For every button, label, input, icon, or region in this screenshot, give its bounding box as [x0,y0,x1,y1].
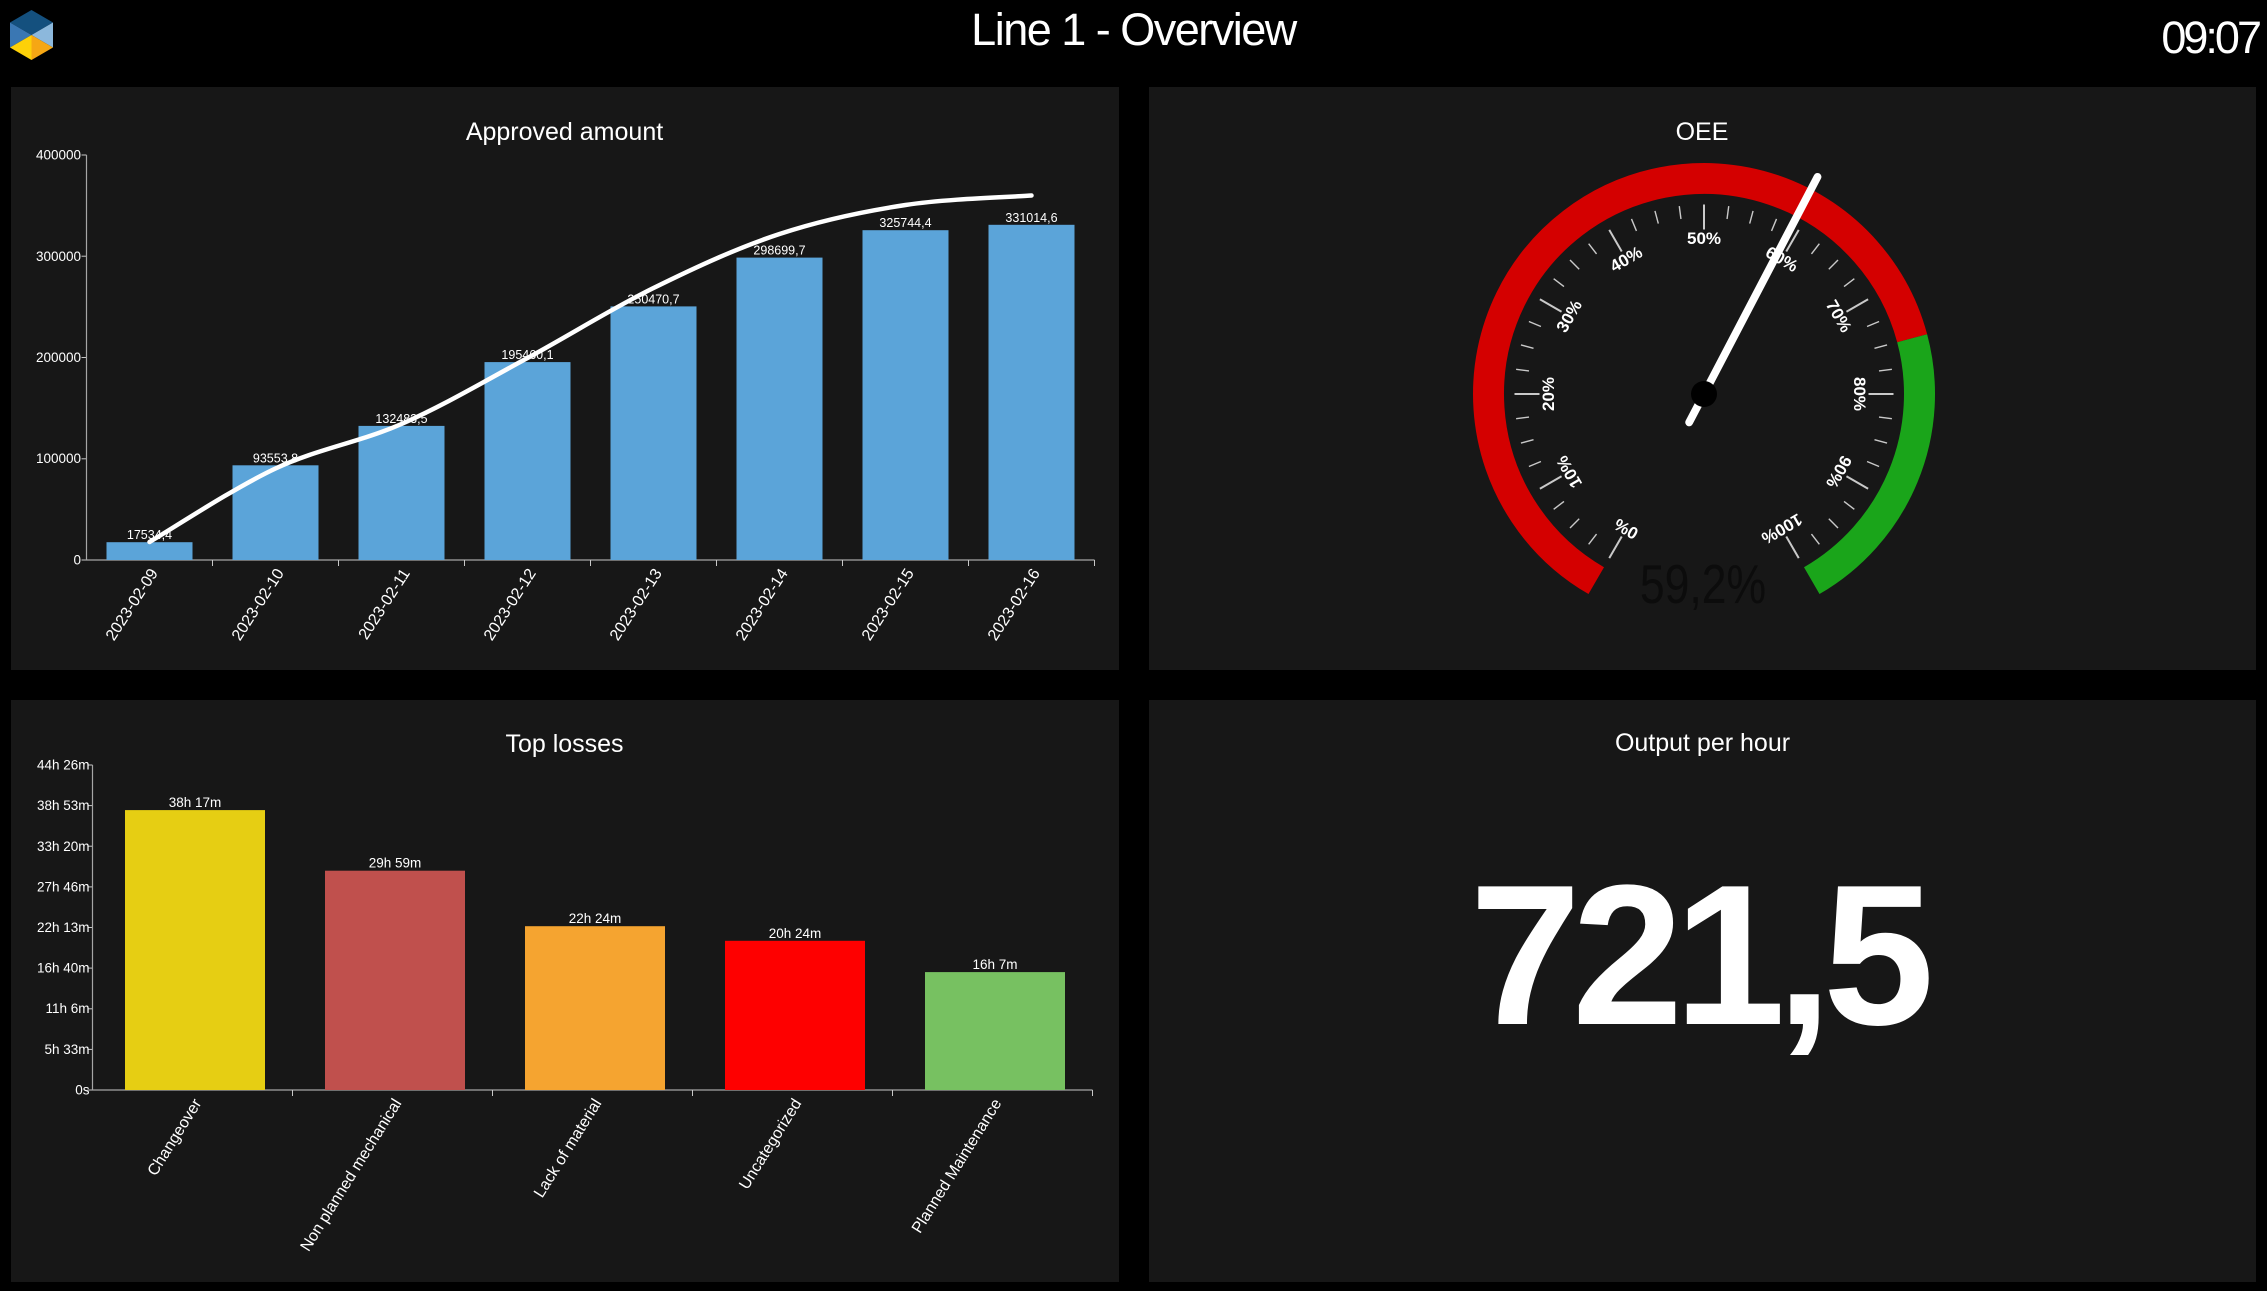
svg-text:20h 24m: 20h 24m [769,926,822,941]
svg-text:Changeover: Changeover [145,1096,206,1180]
svg-text:16h 40m: 16h 40m [37,961,90,976]
svg-text:38h 17m: 38h 17m [169,795,222,810]
svg-text:OEE: OEE [1676,118,1729,146]
svg-text:2023-02-16: 2023-02-16 [985,566,1044,644]
svg-text:17534,4: 17534,4 [127,528,172,542]
svg-text:2023-02-12: 2023-02-12 [481,566,540,644]
svg-text:2023-02-13: 2023-02-13 [607,566,666,644]
svg-text:2023-02-09: 2023-02-09 [103,566,162,644]
svg-text:2023-02-15: 2023-02-15 [859,566,918,644]
svg-text:100%: 100% [1758,510,1805,548]
svg-text:100000: 100000 [36,451,81,466]
svg-text:10%: 10% [1553,452,1586,491]
svg-text:90%: 90% [1822,452,1855,491]
svg-text:59,2%: 59,2% [1640,554,1766,616]
svg-text:11h 6m: 11h 6m [45,1001,89,1016]
svg-text:Approved amount: Approved amount [466,118,663,146]
svg-text:22h 24m: 22h 24m [569,911,622,926]
svg-text:16h 7m: 16h 7m [972,957,1017,972]
svg-text:0: 0 [73,553,81,568]
svg-text:Planned Maintenance: Planned Maintenance [909,1096,1005,1236]
svg-text:2023-02-14: 2023-02-14 [733,566,792,644]
svg-text:20%: 20% [1539,377,1558,411]
svg-text:Top losses: Top losses [505,730,623,758]
svg-text:0s: 0s [75,1083,90,1098]
svg-text:27h 46m: 27h 46m [37,879,90,894]
svg-text:200000: 200000 [36,350,81,365]
svg-text:33h 20m: 33h 20m [37,839,90,854]
svg-text:40%: 40% [1607,243,1646,276]
svg-text:38h 53m: 38h 53m [37,798,90,813]
svg-text:2023-02-10: 2023-02-10 [229,566,288,644]
svg-text:70%: 70% [1822,297,1855,336]
svg-text:50%: 50% [1687,229,1721,248]
svg-text:Uncategorized: Uncategorized [736,1096,805,1193]
svg-text:298699,7: 298699,7 [753,244,805,258]
svg-text:400000: 400000 [36,148,81,163]
svg-text:2023-02-11: 2023-02-11 [356,566,414,643]
svg-text:325744,4: 325744,4 [879,216,931,230]
svg-text:5h 33m: 5h 33m [44,1042,89,1057]
svg-text:Lack of material: Lack of material [531,1096,605,1201]
svg-text:300000: 300000 [36,249,81,264]
svg-text:30%: 30% [1553,297,1586,336]
svg-text:29h 59m: 29h 59m [369,856,422,871]
svg-text:44h 26m: 44h 26m [37,758,90,773]
svg-text:132483,5: 132483,5 [375,412,427,426]
svg-text:22h 13m: 22h 13m [37,920,90,935]
svg-text:80%: 80% [1850,377,1869,411]
svg-text:0%: 0% [1611,514,1642,543]
svg-text:Non planned mechanical: Non planned mechanical [298,1096,406,1254]
svg-text:331014,6: 331014,6 [1005,211,1057,225]
